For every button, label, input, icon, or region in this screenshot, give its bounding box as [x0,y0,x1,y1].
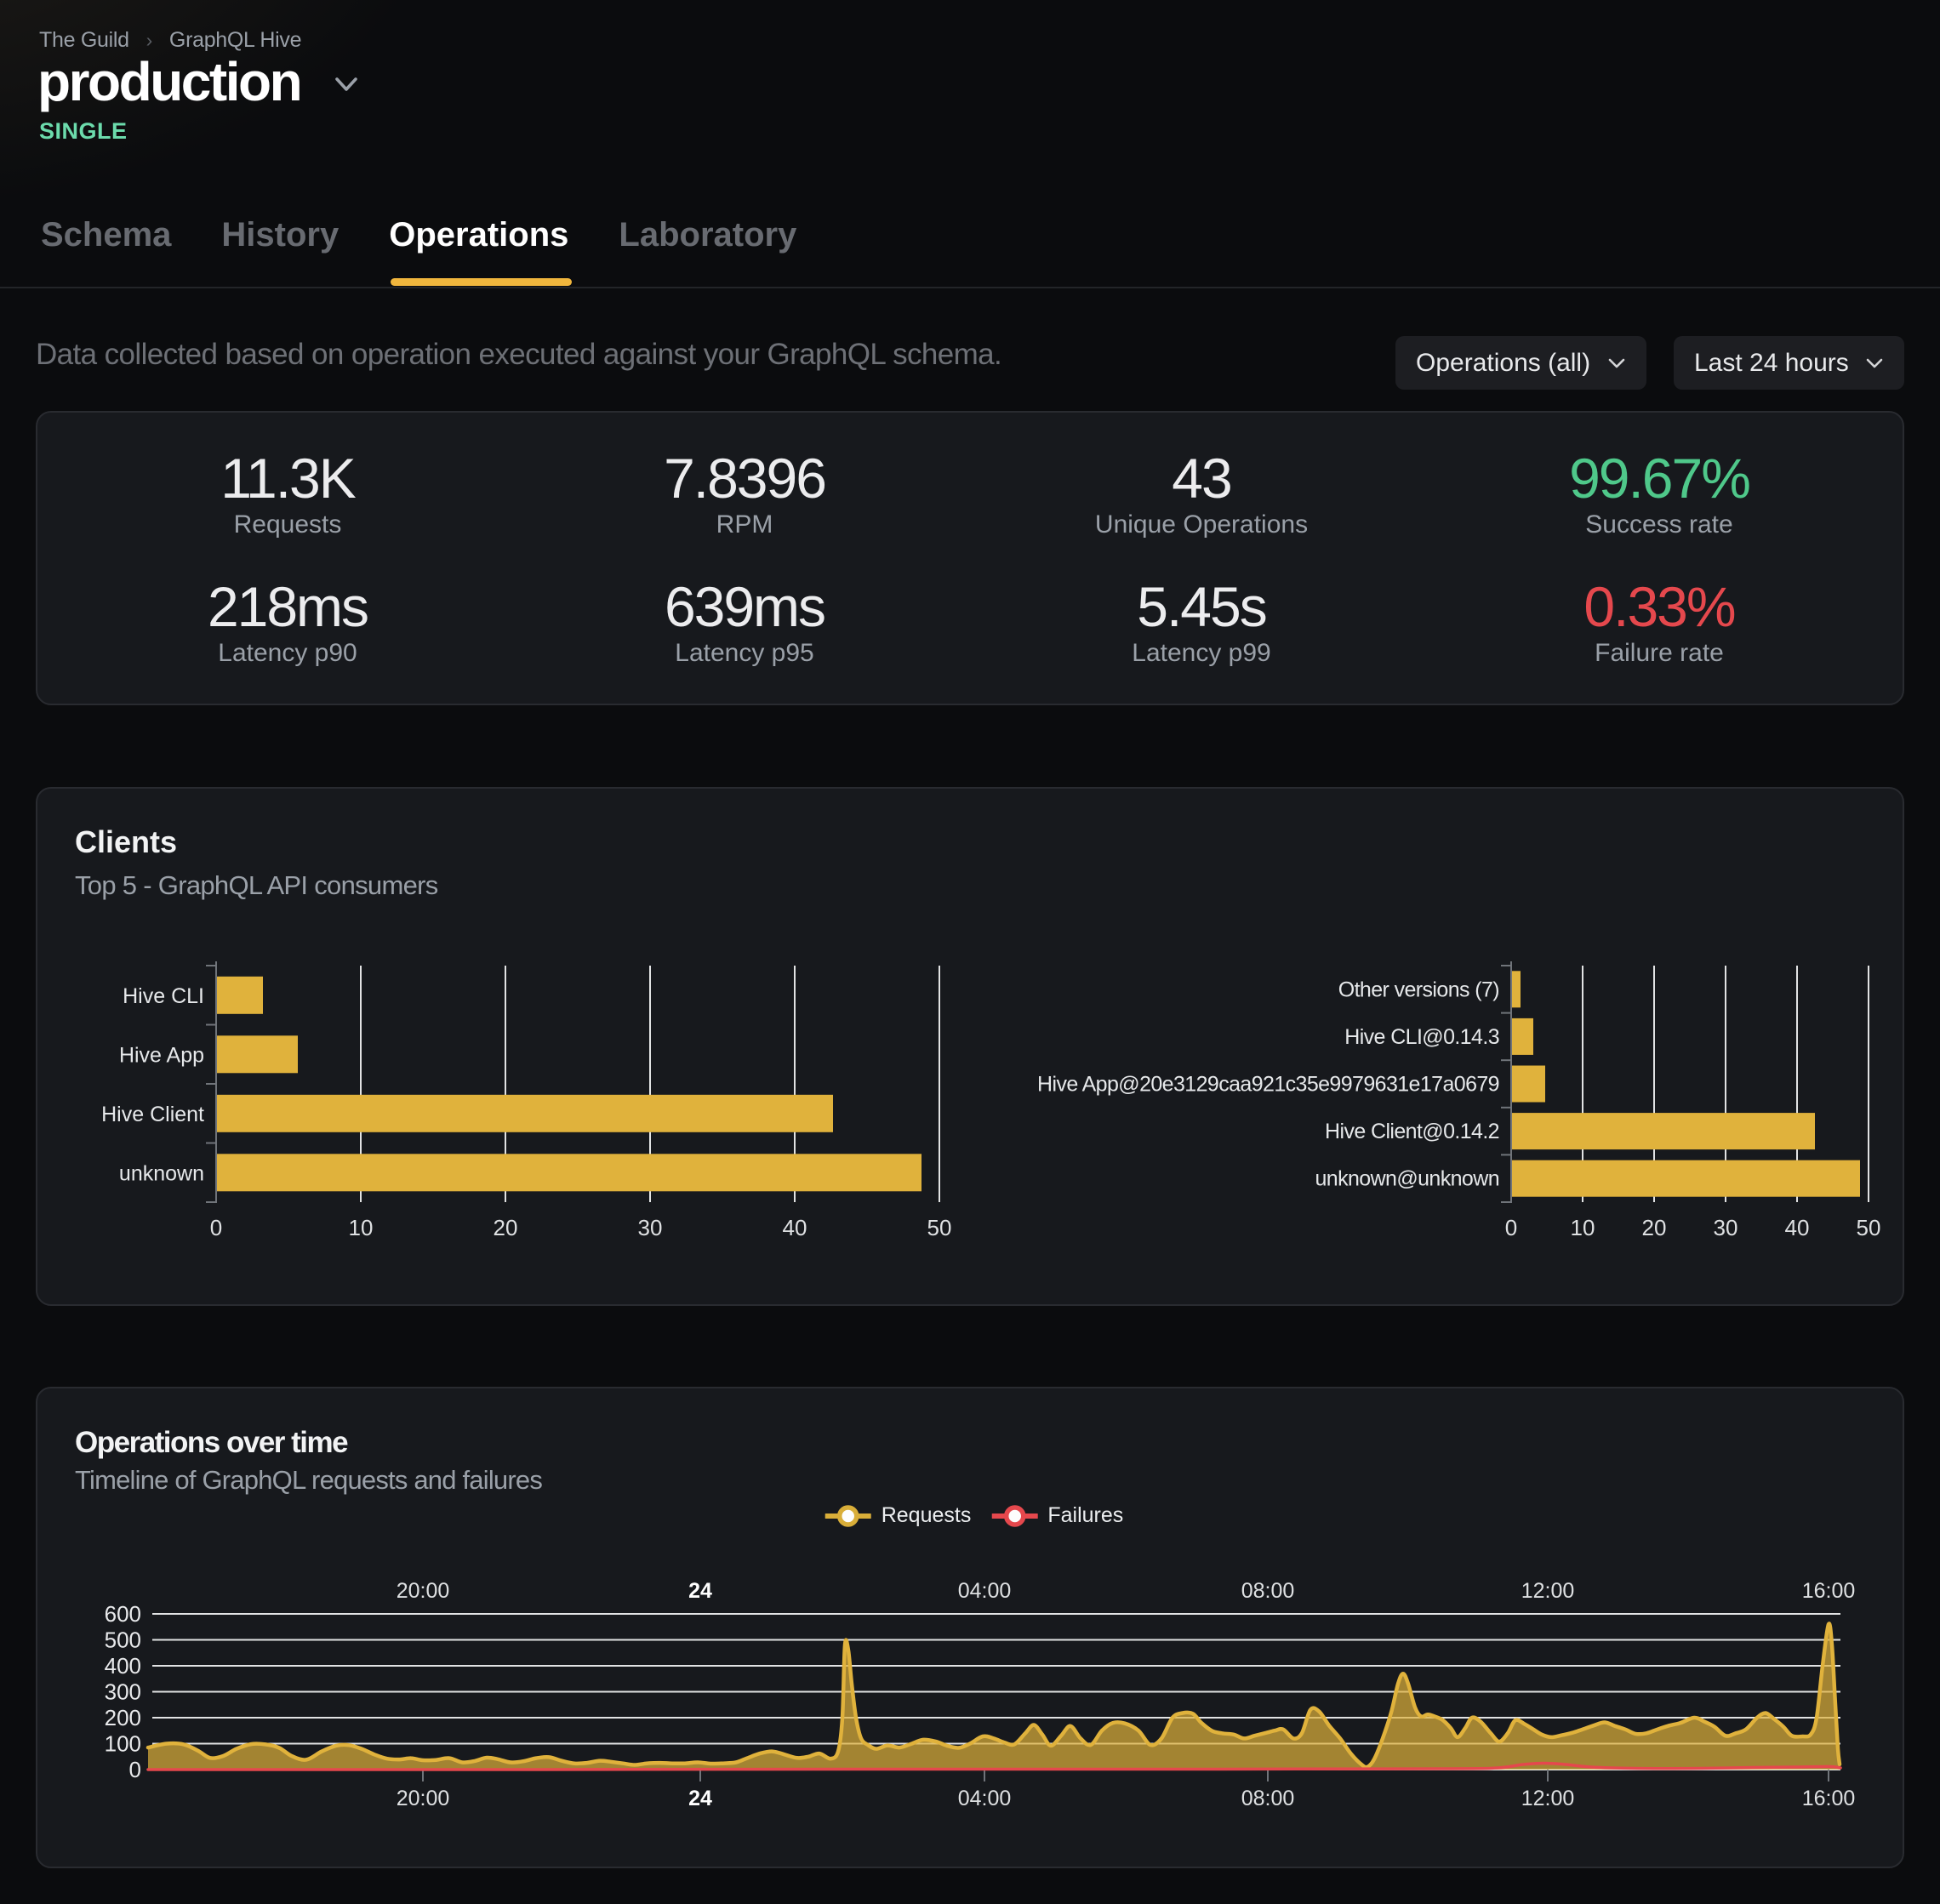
svg-text:200: 200 [105,1705,141,1730]
svg-text:50: 50 [1857,1215,1881,1240]
svg-text:0: 0 [129,1757,141,1782]
svg-text:Hive Client@0.14.2: Hive Client@0.14.2 [1325,1120,1499,1143]
svg-text:20: 20 [1642,1215,1667,1240]
svg-text:Hive CLI@0.14.3: Hive CLI@0.14.3 [1344,1025,1499,1049]
svg-text:04:00: 04:00 [958,1579,1012,1603]
svg-text:Hive Client: Hive Client [101,1103,204,1126]
svg-text:30: 30 [638,1215,663,1240]
svg-text:08:00: 08:00 [1241,1579,1295,1603]
svg-text:600: 600 [105,1601,141,1627]
svg-text:20:00: 20:00 [397,1579,450,1603]
svg-text:12:00: 12:00 [1521,1787,1575,1810]
svg-text:Hive App@20e3129caa921c35e9979: Hive App@20e3129caa921c35e9979631e17a067… [1037,1073,1499,1097]
svg-text:400: 400 [105,1653,141,1679]
svg-text:500: 500 [105,1628,141,1653]
svg-text:24: 24 [688,1579,712,1603]
svg-text:50: 50 [927,1215,952,1240]
svg-text:Hive App: Hive App [119,1043,204,1067]
svg-text:24: 24 [688,1787,712,1810]
svg-text:10: 10 [1571,1215,1595,1240]
svg-text:40: 40 [1785,1215,1810,1240]
svg-text:0: 0 [1505,1215,1517,1240]
svg-text:16:00: 16:00 [1802,1787,1856,1810]
svg-text:30: 30 [1714,1215,1738,1240]
svg-text:10: 10 [349,1215,374,1240]
svg-text:unknown@unknown: unknown@unknown [1315,1167,1499,1191]
svg-text:100: 100 [105,1731,141,1757]
svg-text:16:00: 16:00 [1802,1579,1856,1603]
svg-text:08:00: 08:00 [1241,1787,1295,1810]
svg-text:0: 0 [210,1215,222,1240]
svg-text:04:00: 04:00 [958,1787,1012,1810]
svg-text:12:00: 12:00 [1521,1579,1575,1603]
svg-text:300: 300 [105,1679,141,1705]
svg-text:20: 20 [494,1215,518,1240]
svg-text:Other versions (7): Other versions (7) [1338,978,1499,1001]
svg-text:40: 40 [783,1215,807,1240]
svg-text:Hive CLI: Hive CLI [123,984,204,1008]
svg-text:unknown: unknown [119,1161,204,1185]
svg-text:20:00: 20:00 [397,1787,450,1810]
